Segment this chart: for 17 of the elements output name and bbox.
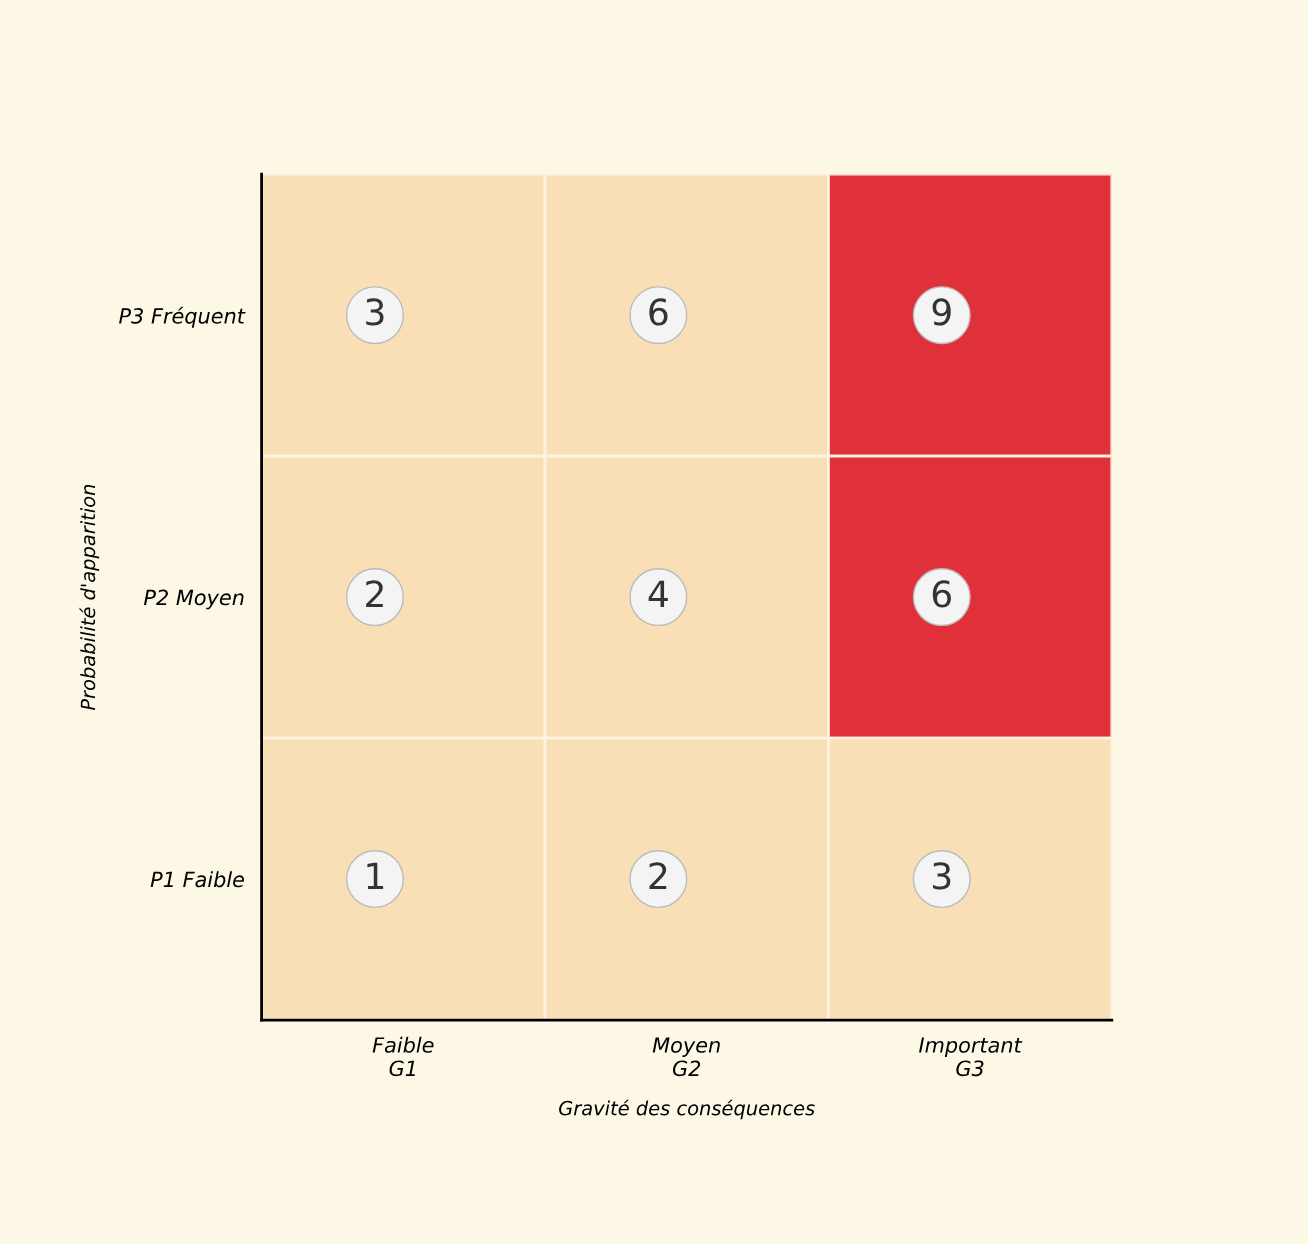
data-label: 2 xyxy=(366,580,383,608)
y-axis-title: Probabilité d'apparition xyxy=(79,484,100,711)
data-label: 3 xyxy=(933,862,951,890)
data-label: 3 xyxy=(366,298,384,326)
data-label: 6 xyxy=(932,580,951,608)
y-tick-label: P3 Fréquent xyxy=(119,306,246,328)
data-label: 2 xyxy=(649,862,667,890)
data-label: 9 xyxy=(932,298,951,326)
data-label: 1 xyxy=(367,862,384,890)
data-label: 6 xyxy=(649,298,668,326)
x-tick-label: Faible G1 xyxy=(372,1036,434,1077)
data-label: 4 xyxy=(648,580,668,608)
x-axis-title: Gravité des conséquences xyxy=(559,1099,815,1120)
y-tick-label: P1 Faible xyxy=(150,871,245,888)
y-tick-label: P2 Moyen xyxy=(143,589,244,610)
x-tick-label: Important G3 xyxy=(919,1037,1023,1077)
x-tick-label: Moyen G2 xyxy=(652,1037,720,1077)
